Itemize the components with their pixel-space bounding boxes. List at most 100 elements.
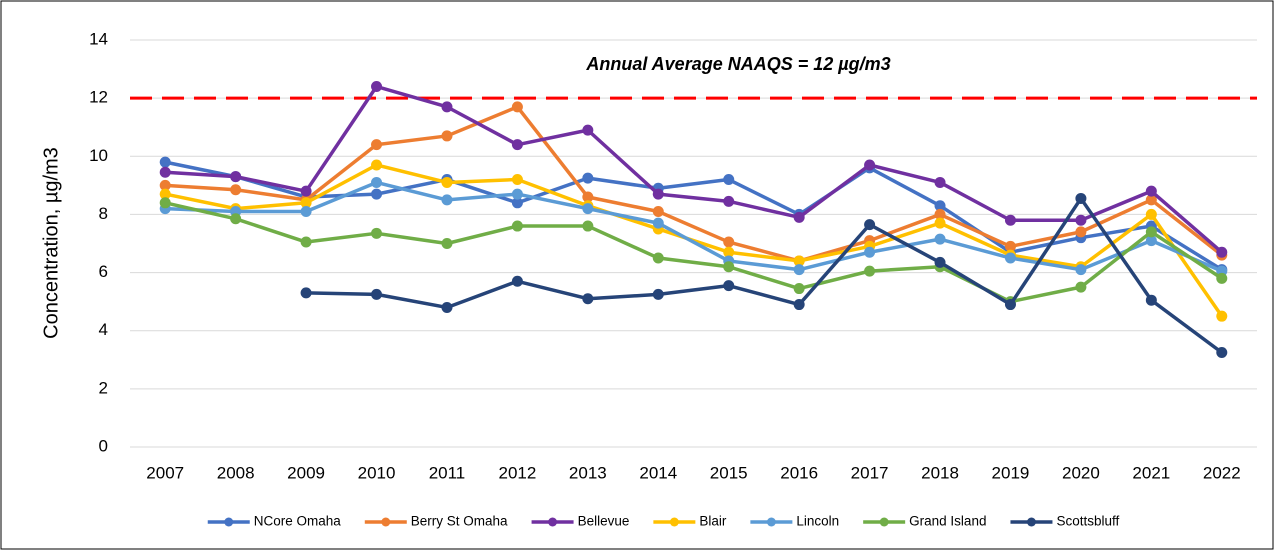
data-point [300, 236, 312, 248]
x-tick-label: 2013 [569, 463, 607, 482]
data-point [1145, 208, 1157, 220]
y-tick-label: 6 [99, 262, 108, 281]
data-point [582, 191, 594, 203]
data-point [793, 299, 805, 311]
legend-marker [381, 517, 391, 527]
series-line [306, 196, 1223, 354]
x-tick-label: 2011 [429, 463, 466, 482]
data-point [582, 203, 594, 215]
data-point [1075, 214, 1087, 226]
data-point [864, 159, 876, 171]
data-point [1004, 299, 1016, 311]
data-point [371, 288, 383, 300]
data-point [371, 139, 383, 151]
data-point [511, 101, 523, 113]
data-point [793, 264, 805, 276]
data-point [652, 217, 664, 229]
series-line [165, 84, 1223, 254]
data-point [1216, 272, 1228, 284]
series-line [164, 201, 1223, 304]
data-point [1004, 252, 1016, 264]
data-point [934, 208, 946, 220]
data-point [371, 188, 383, 200]
data-point [793, 255, 805, 267]
x-tick-label: 2019 [992, 463, 1030, 482]
legend-marker [1026, 517, 1036, 527]
data-point [159, 166, 171, 178]
data-point [1004, 240, 1016, 252]
data-point [511, 174, 523, 186]
series-line [165, 180, 1223, 273]
data-point [864, 219, 876, 231]
data-point [652, 206, 664, 218]
data-point [934, 217, 946, 229]
data-point [511, 220, 523, 232]
data-point [582, 293, 594, 305]
data-point [511, 139, 523, 151]
x-tick-label: 2015 [710, 463, 748, 482]
legend-label: NCore Omaha [254, 514, 342, 529]
x-tick-label: 2018 [921, 463, 959, 482]
data-point [1145, 235, 1157, 247]
data-point [1145, 185, 1157, 197]
data-point [511, 188, 523, 200]
data-point [1004, 214, 1016, 226]
data-point [159, 156, 171, 168]
data-point [1075, 192, 1087, 204]
data-point [371, 81, 383, 93]
y-tick-label: 10 [89, 146, 108, 165]
data-point [159, 188, 171, 200]
data-point [582, 220, 594, 232]
data-point [371, 176, 383, 188]
data-point [652, 252, 664, 264]
data-point [934, 176, 946, 188]
legend-label: Berry St Omaha [411, 514, 508, 529]
data-point [441, 194, 453, 206]
x-tick-label: 2016 [780, 463, 818, 482]
data-point [1145, 226, 1157, 238]
data-point [864, 265, 876, 277]
data-point [723, 195, 735, 207]
data-point [159, 179, 171, 191]
data-point [1075, 264, 1087, 276]
x-tick-label: 2021 [1132, 463, 1170, 482]
data-point [300, 197, 312, 209]
data-point [652, 288, 664, 300]
data-point [1075, 226, 1087, 238]
x-tick-label: 2010 [358, 463, 396, 482]
legend-label: Grand Island [909, 514, 986, 529]
legend-label: Blair [699, 514, 727, 529]
data-point [723, 174, 735, 186]
x-tick-label: 2008 [217, 463, 255, 482]
x-tick-label: 2009 [287, 463, 325, 482]
data-point [1145, 294, 1157, 306]
data-point [1216, 310, 1228, 322]
data-point [300, 287, 312, 299]
data-point [1145, 194, 1157, 206]
data-point [582, 124, 594, 136]
data-point [230, 184, 242, 196]
legend-label: Bellevue [578, 514, 630, 529]
legend-label: Lincoln [796, 514, 839, 529]
y-tick-label: 2 [99, 378, 108, 397]
data-point [723, 246, 735, 258]
legend-marker [224, 517, 234, 527]
data-point [441, 301, 453, 313]
data-point [723, 280, 735, 292]
data-point [723, 236, 735, 248]
x-tick-label: 2007 [146, 463, 184, 482]
x-tick-label: 2022 [1203, 463, 1241, 482]
legend: NCore Omaha Berry St Omaha Bellevue Blair Li… [207, 514, 1119, 529]
x-tick-label: 2020 [1062, 463, 1100, 482]
data-point [230, 171, 242, 183]
data-point [371, 159, 383, 171]
data-point [441, 101, 453, 113]
data-point [1216, 246, 1228, 258]
data-point [511, 197, 523, 209]
data-point [230, 213, 242, 225]
x-tick-label: 2014 [639, 463, 677, 482]
data-point [511, 275, 523, 287]
y-tick-label: 4 [99, 320, 108, 339]
data-point [159, 197, 171, 209]
